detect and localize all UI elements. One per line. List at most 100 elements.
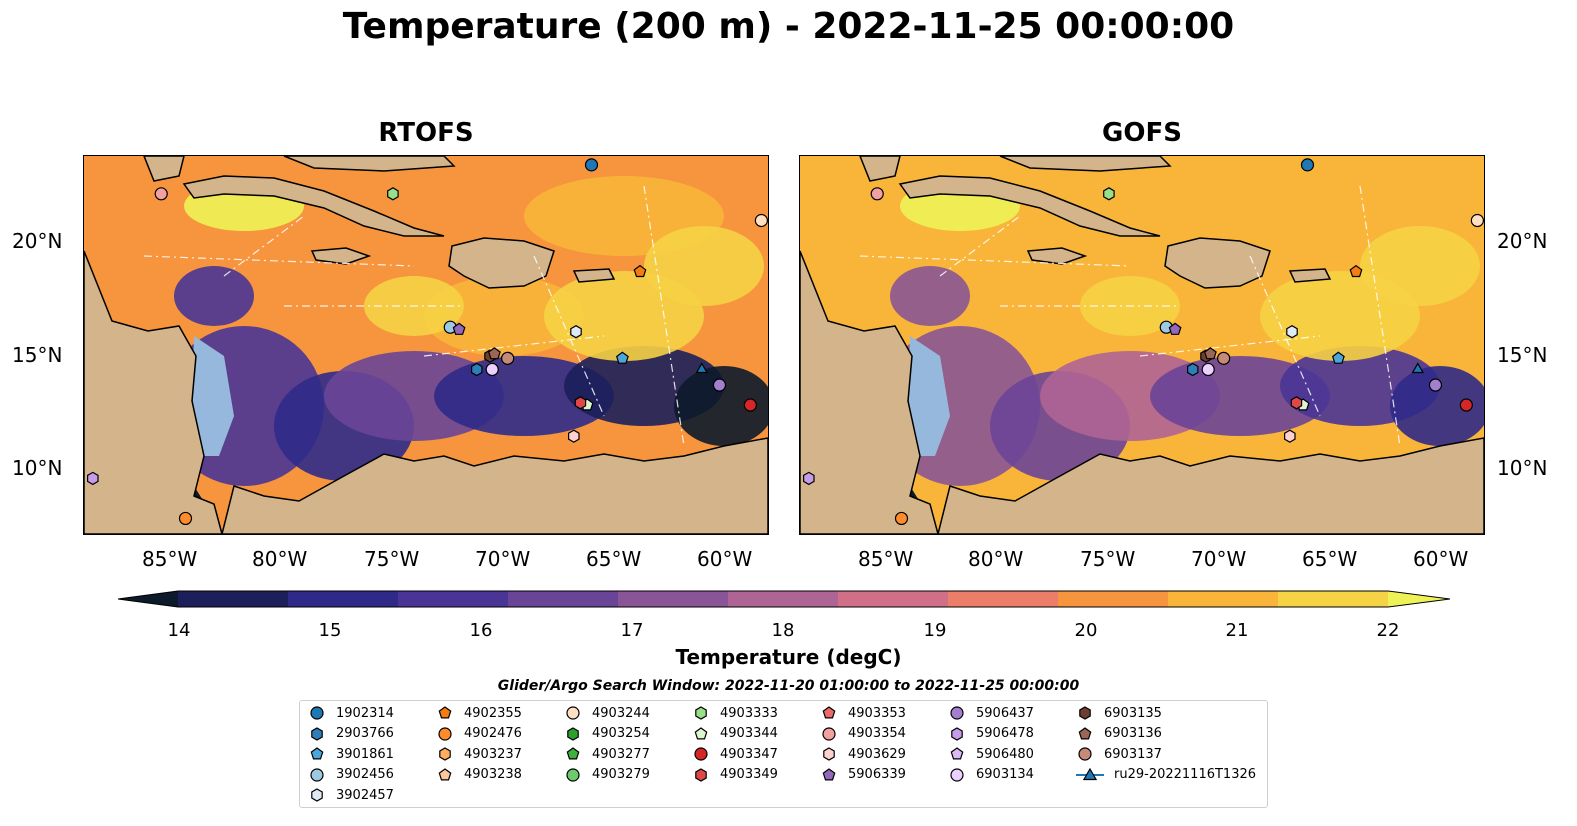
legend-label: 4903237 bbox=[464, 746, 522, 762]
legend-label: 4903344 bbox=[720, 726, 778, 741]
float-marker-3902457[interactable] bbox=[570, 325, 582, 339]
legend-item-6903135: 6903135 bbox=[1076, 705, 1162, 721]
legend-item-6903134: 6903134 bbox=[948, 767, 1034, 783]
float-marker-2903766[interactable] bbox=[471, 362, 483, 377]
legend-item-4903349: 4903349 bbox=[692, 767, 778, 783]
pentagon-marker-icon bbox=[1078, 726, 1092, 739]
float-marker-4903354[interactable] bbox=[870, 187, 884, 201]
lon-label-85w-gofs: 85°W bbox=[858, 547, 914, 571]
map-panel-rtofs[interactable] bbox=[83, 155, 769, 535]
float-marker-6903137[interactable] bbox=[501, 351, 515, 365]
legend-label: 4903254 bbox=[592, 726, 650, 741]
float-marker-4903349[interactable] bbox=[574, 396, 587, 410]
float-marker-5906478[interactable] bbox=[86, 471, 99, 486]
legend-title: Glider/Argo Search Window: 2022-11-20 01… bbox=[497, 678, 1080, 694]
map-panel-gofs[interactable] bbox=[799, 155, 1485, 535]
lat-label-10n-right: 10°N bbox=[1497, 456, 1548, 480]
legend-label: 5906478 bbox=[976, 726, 1034, 741]
legend-label: 6903135 bbox=[1104, 705, 1162, 721]
legend-item-4903353: 4903353 bbox=[820, 705, 906, 721]
legend-item-4902476: 4902476 bbox=[436, 726, 522, 742]
legend-item-4903237: 4903237 bbox=[436, 746, 522, 762]
float-marker-3901861[interactable] bbox=[1331, 351, 1345, 364]
hexagon-marker-icon bbox=[567, 726, 579, 741]
circle-marker-icon bbox=[310, 767, 324, 782]
float-marker-4903347[interactable] bbox=[743, 398, 757, 412]
float-marker-5906437[interactable] bbox=[1428, 378, 1443, 392]
colorbar-tick-19: 19 bbox=[923, 620, 947, 641]
legend-label: 6903136 bbox=[1104, 726, 1162, 741]
float-marker-2903766[interactable] bbox=[1187, 362, 1199, 377]
legend-item-4903238: 4903238 bbox=[436, 767, 522, 783]
float-marker-4903629[interactable] bbox=[568, 429, 580, 443]
legend-label: 4903353 bbox=[848, 705, 906, 721]
float-marker-5906478[interactable] bbox=[802, 471, 815, 486]
float-marker-5906339[interactable] bbox=[1168, 322, 1182, 335]
legend-item-3902456: 3902456 bbox=[308, 767, 394, 783]
float-marker-4903349[interactable] bbox=[1290, 396, 1303, 410]
lon-label-80w-rtofs: 80°W bbox=[252, 547, 308, 571]
lat-label-20n-right: 20°N bbox=[1497, 229, 1548, 253]
panel-title-rtofs: RTOFS bbox=[378, 118, 474, 148]
float-marker-6903134[interactable] bbox=[485, 362, 499, 377]
float-marker-6903137[interactable] bbox=[1217, 351, 1231, 365]
float-marker-4902355[interactable] bbox=[1349, 264, 1363, 278]
float-marker-ru29-20221116T1326[interactable] bbox=[1411, 362, 1425, 374]
float-marker-4903629[interactable] bbox=[1284, 429, 1296, 443]
legend-label: 4903347 bbox=[720, 746, 778, 762]
float-marker-4902355[interactable] bbox=[633, 264, 647, 278]
float-marker-4903333[interactable] bbox=[1103, 187, 1115, 201]
float-marker-3902457[interactable] bbox=[1286, 325, 1298, 339]
float-marker-5906437[interactable] bbox=[712, 378, 727, 392]
panel-title-gofs: GOFS bbox=[1102, 118, 1182, 148]
float-marker-1902314[interactable] bbox=[1300, 158, 1315, 172]
circle-marker-icon bbox=[950, 767, 964, 782]
float-marker-6903136[interactable] bbox=[487, 347, 501, 360]
hexagon-marker-icon bbox=[695, 706, 707, 720]
float-marker-4903347[interactable] bbox=[1459, 398, 1473, 412]
legend: 1902314 2903766 3901861 3902456 3902457 49023… bbox=[299, 700, 1268, 808]
float-marker-4903244[interactable] bbox=[754, 213, 768, 228]
hexagon-marker-icon bbox=[439, 747, 451, 761]
lon-label-65w-gofs: 65°W bbox=[1302, 547, 1358, 571]
legend-item-4903244: 4903244 bbox=[564, 705, 650, 721]
map-svg bbox=[84, 156, 768, 534]
colorbar-tick-20: 20 bbox=[1074, 620, 1098, 641]
legend-item-5906437: 5906437 bbox=[948, 705, 1034, 721]
pentagon-marker-icon bbox=[566, 747, 580, 760]
lat-label-10n-left: 10°N bbox=[12, 456, 63, 480]
float-marker-3901861[interactable] bbox=[615, 351, 629, 364]
legend-label: 4903333 bbox=[720, 705, 778, 721]
legend-label: 4903349 bbox=[720, 767, 778, 782]
hexagon-marker-icon bbox=[695, 767, 707, 782]
float-marker-4902476[interactable] bbox=[178, 511, 193, 526]
legend-item-3901861: 3901861 bbox=[308, 746, 394, 762]
float-marker-5906339[interactable] bbox=[452, 322, 466, 335]
legend-label: 4903277 bbox=[592, 746, 650, 762]
legend-label: 6903134 bbox=[976, 767, 1034, 782]
float-marker-6903136[interactable] bbox=[1203, 347, 1217, 360]
hexagon-marker-icon bbox=[823, 747, 835, 761]
lon-label-80w-gofs: 80°W bbox=[968, 547, 1024, 571]
map-svg bbox=[800, 156, 1484, 534]
float-marker-ru29-20221116T1326[interactable] bbox=[695, 362, 709, 374]
circle-marker-icon bbox=[566, 767, 580, 782]
float-marker-4902476[interactable] bbox=[894, 511, 909, 526]
legend-item-4903277: 4903277 bbox=[564, 746, 650, 762]
float-marker-4903354[interactable] bbox=[154, 187, 168, 201]
float-marker-1902314[interactable] bbox=[584, 158, 599, 172]
lon-label-65w-rtofs: 65°W bbox=[586, 547, 642, 571]
legend-item-5906339: 5906339 bbox=[820, 767, 906, 783]
legend-item-5906480: 5906480 bbox=[948, 746, 1034, 762]
legend-label: 4903354 bbox=[848, 726, 906, 741]
legend-item-2903766: 2903766 bbox=[308, 726, 394, 742]
legend-label: 4902355 bbox=[464, 705, 522, 721]
lon-label-60w-rtofs: 60°W bbox=[697, 547, 753, 571]
circle-marker-icon bbox=[1078, 747, 1092, 761]
float-marker-6903134[interactable] bbox=[1201, 362, 1215, 377]
float-marker-4903244[interactable] bbox=[1470, 213, 1484, 228]
lon-label-75w-gofs: 75°W bbox=[1080, 547, 1136, 571]
circle-marker-icon bbox=[566, 706, 580, 720]
legend-label: 6903137 bbox=[1104, 746, 1162, 762]
float-marker-4903333[interactable] bbox=[387, 187, 399, 201]
